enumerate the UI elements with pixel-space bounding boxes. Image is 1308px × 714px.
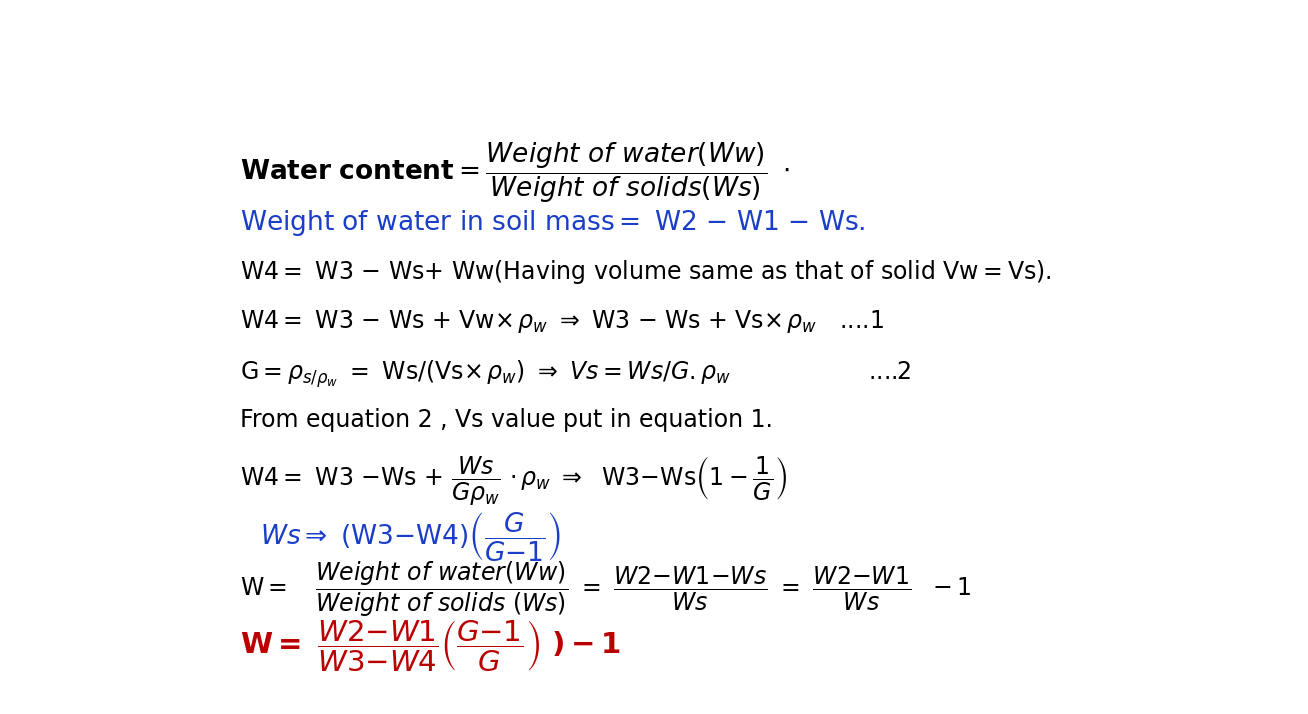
Text: Weight of water in soil mass$=$ W2 $-$ W1 $-$ Ws.: Weight of water in soil mass$=$ W2 $-$ W… — [239, 208, 865, 238]
Text: $\mathit{Ws} \Rightarrow$ (W3$-$W4)$\left(\dfrac{G}{G{-}1}\right)$: $\mathit{Ws} \Rightarrow$ (W3$-$W4)$\lef… — [260, 510, 561, 563]
Text: W4$=$ W3 $-$Ws $+$ $\dfrac{Ws}{G\rho_w}$ $\cdot\,\rho_w$$\ \Rightarrow\ $ W3$-$W: W4$=$ W3 $-$Ws $+$ $\dfrac{Ws}{G\rho_w}$… — [239, 454, 786, 507]
Text: W4$=$ W3 $-$ Ws$+$ Ww(Having volume same as that of solid Vw$=$Vs).: W4$=$ W3 $-$ Ws$+$ Ww(Having volume same… — [239, 258, 1052, 286]
Text: $\mathbf{Water\ content} = \dfrac{\mathit{Weight\ of\ water(Ww)}}{\mathit{Weight: $\mathbf{Water\ content} = \dfrac{\mathi… — [239, 141, 789, 205]
Text: G$=\rho_{s/\rho_w}\ =$ Ws/(Vs$\times\,\rho_w$) $\Rightarrow$ $\mathit{Vs = Ws/G.: G$=\rho_{s/\rho_w}\ =$ Ws/(Vs$\times\,\r… — [239, 358, 910, 390]
Text: W4$=$ W3 $-$ Ws $+$ Vw$\times\,\rho_w\ \Rightarrow$ W3 $-$ Ws $+$ Vs$\times\,\rh: W4$=$ W3 $-$ Ws $+$ Vw$\times\,\rho_w\ \… — [239, 308, 883, 335]
Text: W$=\quad\dfrac{\mathit{Weight\ of\ water(Ww)}}{\mathit{Weight\ of\ solids\ (Ws)}: W$=\quad\dfrac{\mathit{Weight\ of\ water… — [239, 560, 971, 619]
Text: $\mathbf{W{=}\ \dfrac{\mathit{W2{-}W1}}{\mathit{W3{-}W4}}}$$\mathbf{\left(\dfrac: $\mathbf{W{=}\ \dfrac{\mathit{W2{-}W1}}{… — [239, 619, 620, 674]
Text: From equation 2 , Vs value put in equation 1.: From equation 2 , Vs value put in equati… — [239, 408, 773, 433]
